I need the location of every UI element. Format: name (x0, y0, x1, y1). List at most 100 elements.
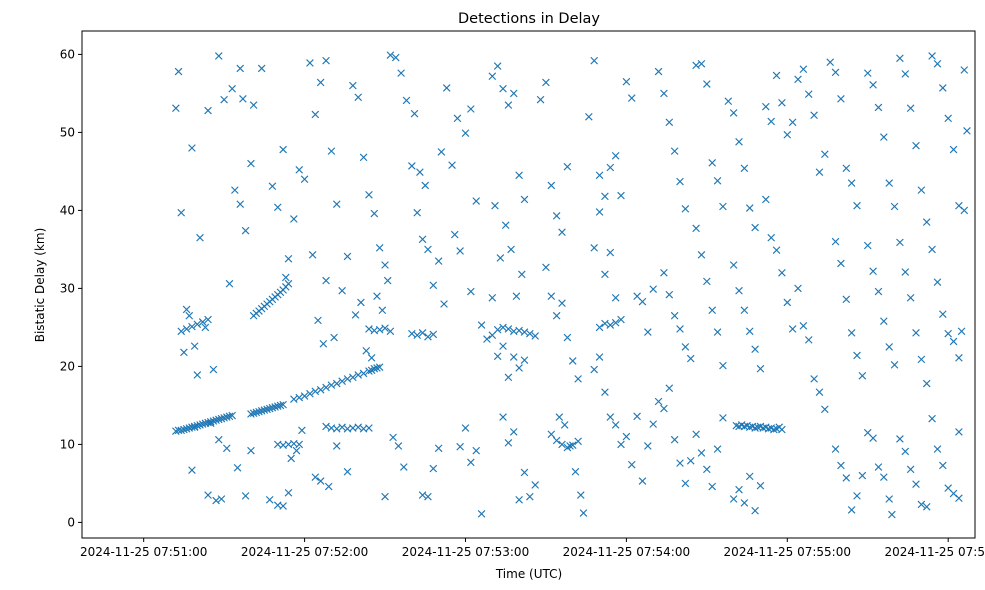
data-point (729, 261, 738, 269)
data-point (298, 426, 306, 435)
data-point (220, 95, 228, 104)
data-point (552, 436, 561, 445)
data-point (547, 292, 556, 301)
data-point (536, 95, 545, 104)
data-point (558, 440, 566, 449)
data-point (365, 367, 373, 375)
data-point (681, 343, 690, 351)
data-point (606, 163, 615, 172)
data-point (901, 447, 910, 456)
data-point (467, 287, 475, 296)
data-point (496, 254, 505, 262)
data-point (686, 456, 695, 465)
data-point (228, 84, 236, 93)
data-point (960, 206, 969, 215)
y-tick-label: 60 (60, 47, 75, 61)
data-point (493, 62, 502, 70)
data-point (770, 425, 778, 434)
data-point (745, 472, 754, 481)
data-point (606, 321, 615, 329)
data-point (670, 435, 679, 444)
data-point (349, 81, 357, 90)
data-point (563, 333, 572, 342)
data-point (265, 404, 274, 413)
data-point (665, 118, 674, 127)
data-point (359, 369, 368, 378)
data-point (354, 423, 363, 432)
y-tick-label: 0 (67, 515, 75, 529)
data-point (373, 364, 381, 372)
data-point (788, 118, 797, 127)
chart-title: Detections in Delay (458, 11, 600, 27)
data-point (265, 495, 274, 504)
data-point (697, 251, 706, 259)
data-point (204, 106, 212, 115)
data-point (692, 224, 700, 233)
x-tick-label: 2024-11-25 07:51:00 (80, 545, 207, 559)
data-point (201, 419, 210, 428)
data-point (853, 351, 861, 360)
data-point (343, 375, 352, 383)
data-point (922, 379, 931, 388)
data-point (606, 413, 615, 421)
data-point (209, 365, 218, 374)
data-point (880, 317, 888, 325)
data-point (595, 353, 604, 361)
data-point (922, 218, 931, 226)
data-point (418, 329, 427, 337)
data-point (713, 328, 722, 336)
data-point (810, 375, 818, 383)
data-point (515, 171, 523, 180)
data-point (751, 345, 759, 354)
data-point (201, 323, 210, 332)
data-point (520, 468, 529, 477)
data-point (611, 151, 620, 160)
data-point (928, 52, 936, 60)
data-point (542, 78, 550, 87)
data-point (686, 354, 695, 363)
data-point (703, 277, 711, 286)
data-point (206, 417, 215, 426)
data-point (729, 109, 738, 117)
x-tick-label: 2024-11-25 07:55:00 (724, 545, 851, 559)
data-point (804, 90, 813, 98)
data-point (885, 495, 893, 503)
data-point (574, 375, 582, 383)
data-point (354, 371, 363, 379)
data-point (279, 145, 287, 154)
data-point (622, 77, 631, 86)
data-point (330, 333, 338, 342)
y-axis-ticks: 0 10 20 30 40 50 60 (60, 47, 82, 529)
data-point (338, 377, 346, 386)
data-point (566, 442, 574, 450)
data-point (740, 164, 749, 173)
data-point (627, 94, 636, 102)
data-point (558, 228, 566, 237)
data-point (241, 226, 250, 235)
data-point (456, 247, 464, 255)
data-point (373, 292, 381, 301)
data-point (453, 114, 462, 123)
data-point (204, 491, 212, 499)
data-point (874, 287, 883, 296)
data-point (917, 500, 926, 509)
data-point (874, 463, 883, 471)
data-point (354, 93, 363, 102)
data-point (236, 64, 245, 73)
data-point (810, 111, 818, 120)
data-point (590, 365, 599, 374)
data-point (520, 356, 529, 364)
data-point (188, 466, 196, 474)
data-point (271, 403, 279, 411)
data-point (300, 392, 309, 400)
data-point (263, 405, 271, 414)
data-point (890, 202, 899, 211)
data-point (182, 325, 191, 333)
data-point (912, 480, 920, 488)
data-point (772, 246, 781, 254)
data-point (174, 426, 183, 435)
data-point (504, 101, 513, 109)
data-point (212, 416, 220, 425)
data-point (434, 257, 443, 265)
